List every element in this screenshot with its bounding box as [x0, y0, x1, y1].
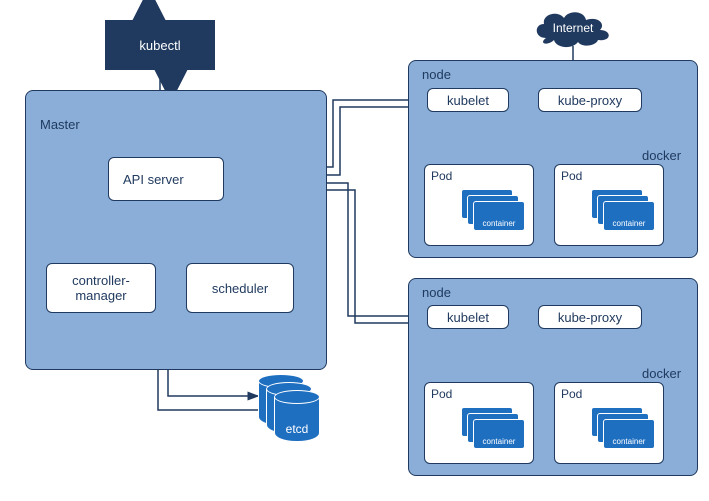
internet-label: Internet [553, 21, 594, 35]
node1-label: node [422, 67, 451, 82]
scheduler-box: scheduler [186, 263, 294, 313]
node1-pod2-label: Pod [561, 169, 582, 183]
node2-pod1: Pod container [424, 382, 534, 464]
node1-kubeproxy-box: kube-proxy [538, 88, 642, 112]
node1-docker-label: docker [642, 148, 681, 163]
node2-pod1-label: Pod [431, 387, 452, 401]
node1-pod1-label: Pod [431, 169, 452, 183]
api-server-box: API server [108, 157, 224, 201]
node2-pod2-container: container [603, 419, 655, 449]
node2-pod1-container: container [473, 419, 525, 449]
controller-manager-label: controller- manager [72, 273, 130, 303]
node1-kubeproxy-label: kube-proxy [558, 93, 622, 108]
node2-kubeproxy-label: kube-proxy [558, 310, 622, 325]
scheduler-label: scheduler [212, 281, 268, 296]
node2-pod2: Pod container [554, 382, 664, 464]
master-label: Master [40, 117, 80, 132]
node2-kubelet-label: kubelet [447, 310, 489, 325]
node1-pod1-container: container [473, 201, 525, 231]
etcd-db-3: etcd [274, 390, 320, 442]
internet-cloud: Internet [528, 8, 618, 48]
node1-pod2-container: container [603, 201, 655, 231]
api-server-label: API server [123, 172, 184, 187]
etcd-label: etcd [274, 422, 320, 436]
node1-kubelet-label: kubelet [447, 93, 489, 108]
node1-pod2: Pod container [554, 164, 664, 246]
node2-label: node [422, 285, 451, 300]
node2-kubelet-box: kubelet [427, 305, 509, 329]
master-region [25, 90, 327, 370]
controller-manager-box: controller- manager [46, 263, 156, 313]
node2-pod2-label: Pod [561, 387, 582, 401]
kubectl-label: kubectl [139, 38, 180, 53]
node2-docker-label: docker [642, 366, 681, 381]
node1-kubelet-box: kubelet [427, 88, 509, 112]
node2-kubeproxy-box: kube-proxy [538, 305, 642, 329]
node1-pod1: Pod container [424, 164, 534, 246]
kubectl-node: kubectl [105, 20, 215, 70]
